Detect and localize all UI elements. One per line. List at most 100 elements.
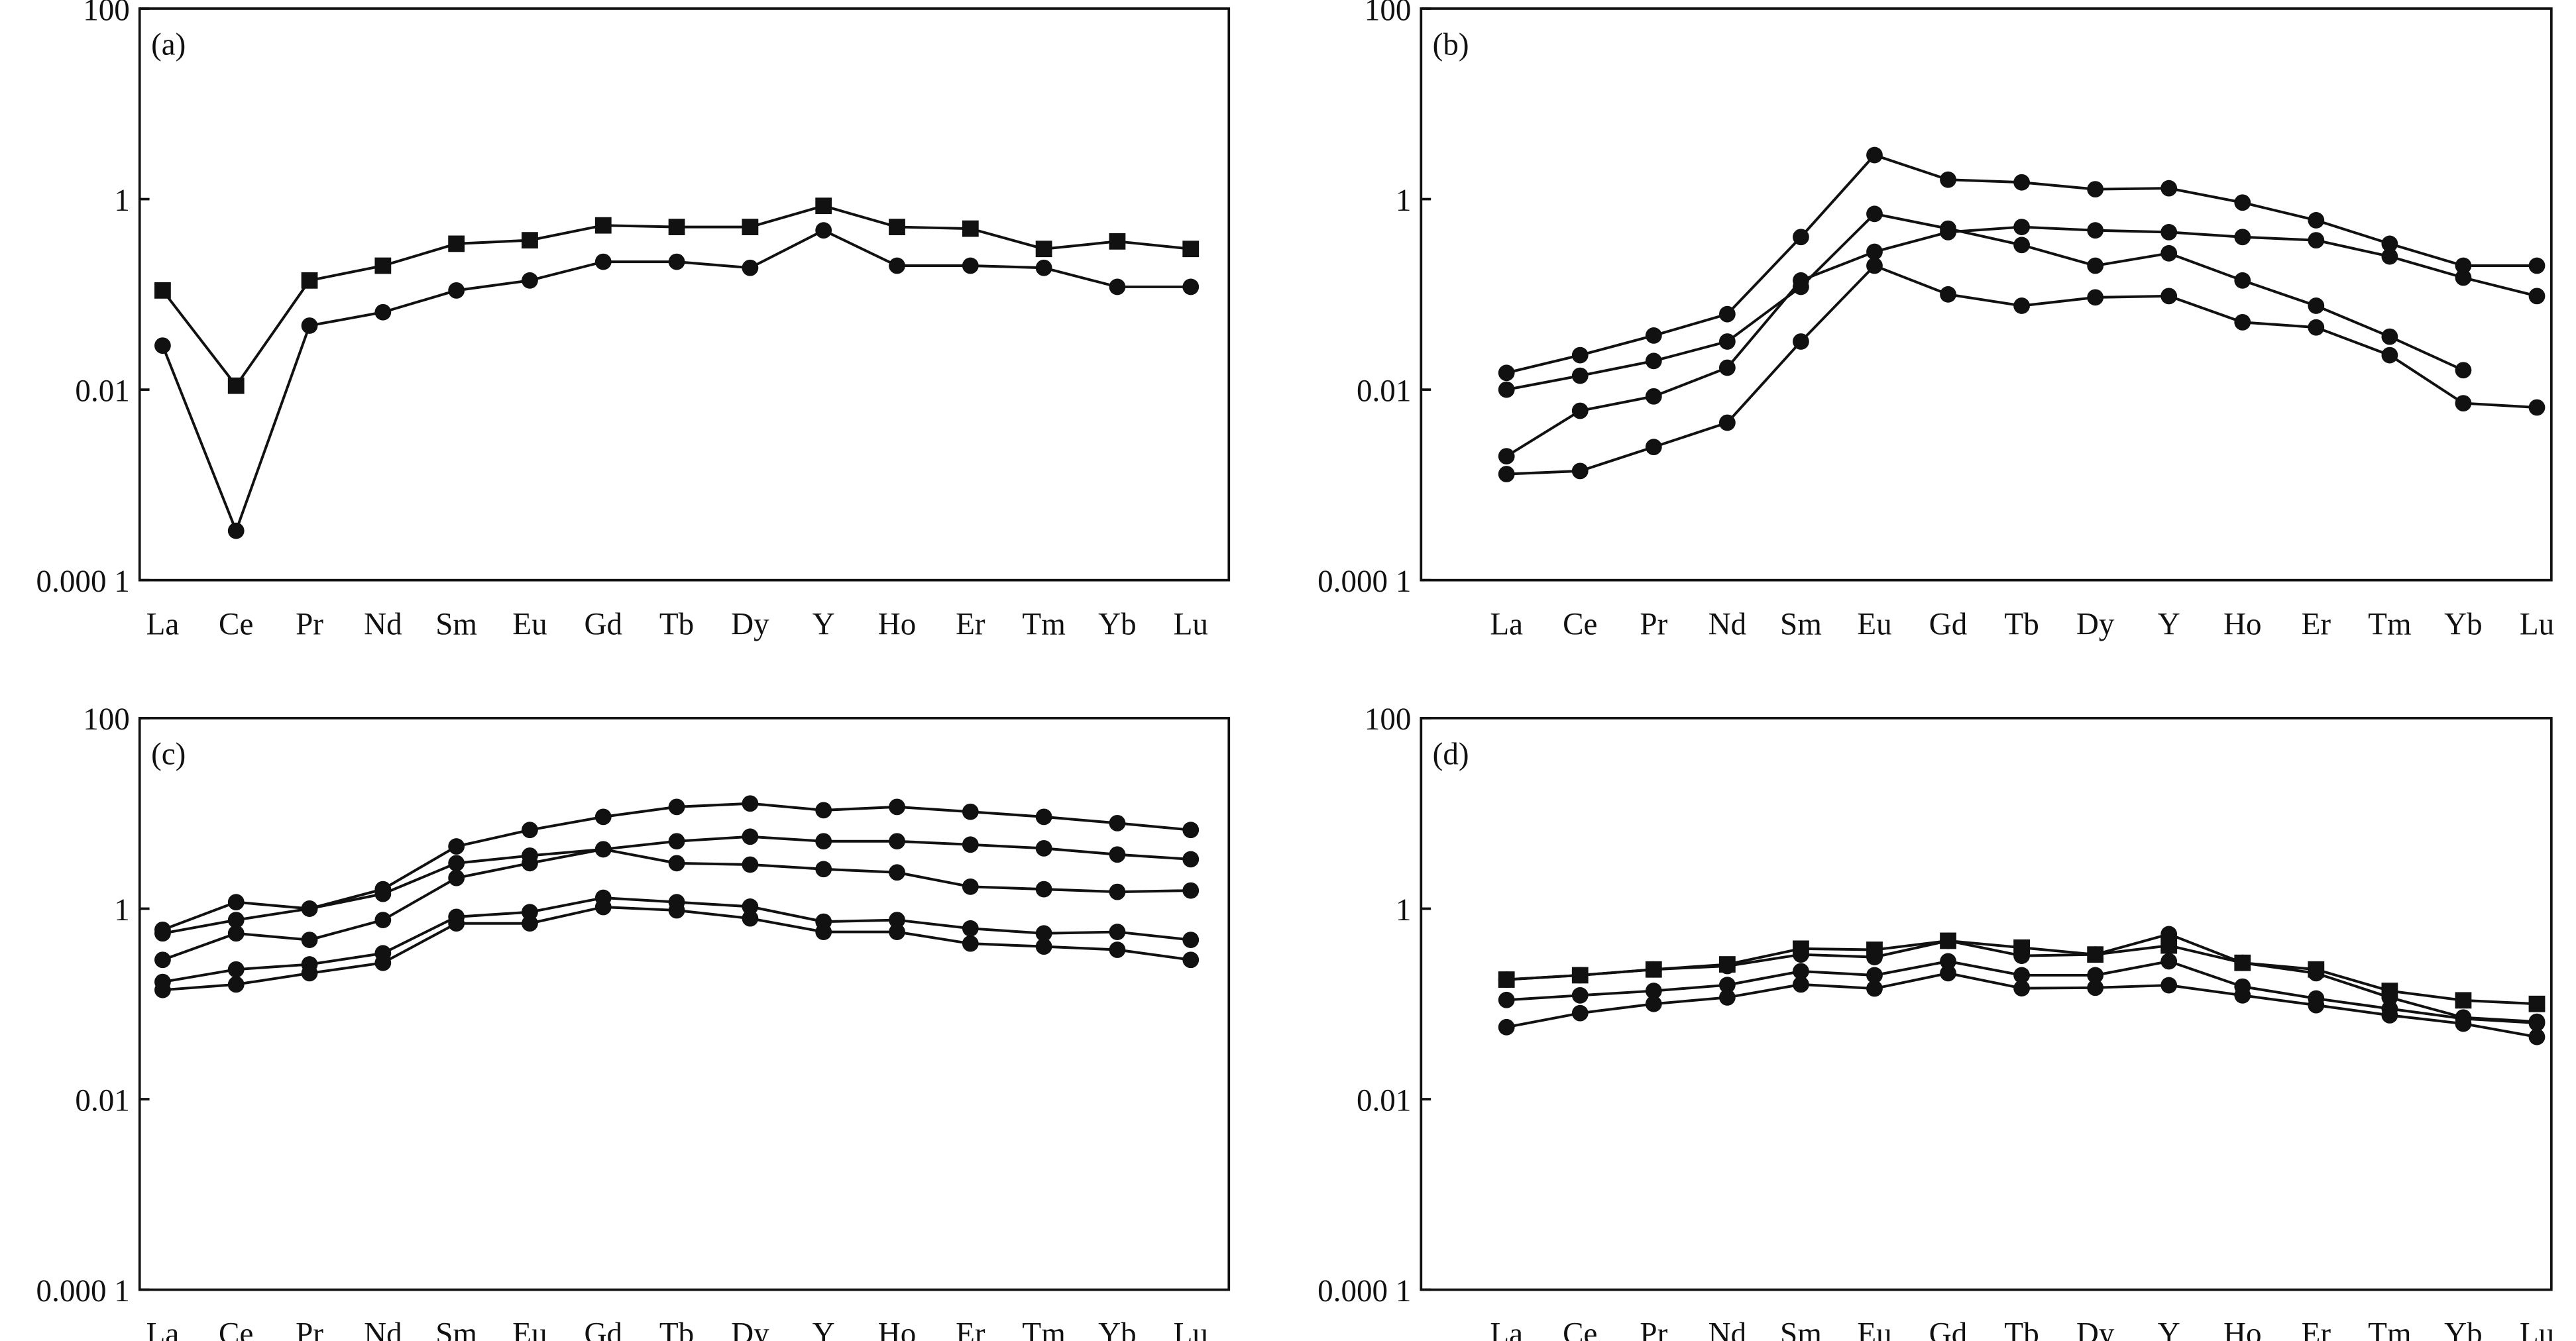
circle-marker: [448, 915, 465, 932]
x-tick-label: Er: [956, 1316, 985, 1341]
x-tick-label: Sm: [435, 1316, 477, 1341]
series-4: [1498, 965, 2546, 1046]
x-tick-label: Tb: [659, 1316, 694, 1341]
x-tick-label: Sm: [1780, 1316, 1822, 1341]
x-tick-label: Sm: [1780, 607, 1822, 641]
circle-marker: [594, 898, 612, 916]
square-marker: [1109, 233, 1126, 250]
circle-marker: [2087, 257, 2104, 274]
circle-marker: [1182, 851, 1200, 868]
circle-marker: [1645, 327, 1662, 344]
circle-marker: [2381, 235, 2398, 252]
circle-marker: [2308, 965, 2325, 982]
circle-marker: [2381, 248, 2398, 265]
circle-marker: [2234, 272, 2251, 289]
circle-marker: [1571, 402, 1589, 419]
circle-marker: [2528, 288, 2546, 305]
x-tick-label: La: [1490, 607, 1523, 641]
circle-marker: [742, 856, 759, 873]
circle-marker: [1109, 814, 1126, 831]
circle-marker: [962, 920, 979, 937]
x-tick-label: Er: [956, 607, 985, 641]
circle-marker: [1718, 414, 1736, 431]
plot-frame: [138, 7, 1231, 582]
x-tick-label: Yb: [2444, 607, 2483, 641]
x-tick-label: Pr: [1640, 607, 1667, 641]
circle-marker: [1793, 272, 1809, 289]
x-tick-label: La: [146, 607, 180, 641]
circle-marker: [668, 902, 685, 919]
x-tick-label: Y: [2158, 1316, 2180, 1341]
circle-marker: [522, 822, 538, 839]
circle-marker: [1571, 347, 1589, 364]
y-tick-label: 100: [1365, 702, 1412, 737]
circle-marker: [1866, 243, 1883, 260]
circle-marker: [301, 965, 318, 982]
circle-marker: [962, 803, 979, 820]
circle-marker: [889, 833, 905, 850]
x-tick-label: Ce: [219, 607, 253, 641]
circle-marker: [154, 337, 171, 354]
plot-frame: [1420, 717, 2553, 1291]
y-tick-label: 1: [1396, 184, 1412, 218]
circle-marker: [2087, 222, 2104, 239]
y-tick-label: 0.01: [1357, 1083, 1411, 1118]
x-tick-label: Er: [2302, 1316, 2331, 1341]
circle-marker: [2013, 967, 2030, 984]
series-line: [1506, 225, 2538, 458]
circle-marker: [742, 828, 759, 845]
circle-marker: [962, 935, 979, 952]
circle-marker: [2160, 224, 2178, 241]
x-tick-label: Lu: [2520, 1316, 2554, 1341]
circle-marker: [2013, 947, 2030, 964]
circle-marker: [1940, 965, 1956, 982]
circle-marker: [2160, 244, 2178, 262]
circle-marker: [1109, 924, 1126, 940]
plot-frame: [1420, 7, 2553, 582]
circle-marker: [522, 272, 538, 289]
x-tick-label: Ce: [219, 1316, 253, 1341]
x-tick-label: Yb: [1098, 1316, 1137, 1341]
x-tick-label: Nd: [364, 1316, 402, 1341]
circle-marker: [2455, 395, 2472, 412]
square-marker: [742, 219, 759, 235]
circle-marker: [1866, 146, 1883, 164]
circle-marker: [668, 253, 685, 270]
circle-marker: [374, 954, 392, 971]
circle-marker: [1645, 439, 1662, 456]
circle-marker: [2160, 180, 2178, 197]
circle-marker: [1793, 229, 1809, 246]
circle-marker: [2160, 926, 2178, 943]
x-tick-label: Er: [2302, 607, 2331, 641]
panel-c: (c) 100 1 0.01 0.000 1 La Ce Pr Nd Sm Eu Gd Tb Dy Y Ho E…: [36, 702, 1231, 1341]
square-marker: [448, 235, 465, 252]
circle-marker: [1182, 882, 1200, 899]
y-tick-label: 0.000 1: [36, 564, 130, 599]
circle-marker: [227, 894, 245, 911]
y-tick-label: 100: [83, 0, 130, 27]
x-tick-label: Tb: [2004, 1316, 2039, 1341]
x-tick-label: Tm: [2368, 1316, 2411, 1341]
circle-marker: [1109, 846, 1126, 863]
circle-marker: [227, 976, 245, 993]
circle-marker: [1571, 1004, 1589, 1022]
y-tick-label: 1: [1396, 893, 1412, 928]
circle-marker: [815, 802, 832, 819]
circle-marker: [1645, 961, 1662, 978]
x-tick-label: Y: [812, 1316, 835, 1341]
circle-marker: [1571, 987, 1589, 1004]
circle-marker: [2160, 977, 2178, 994]
x-tick-label: Tm: [2368, 607, 2411, 641]
circle-marker: [1035, 881, 1052, 898]
circle-marker: [1035, 938, 1052, 955]
x-tick-label: Pr: [296, 1316, 323, 1341]
x-tick-label: Ho: [2223, 1316, 2262, 1341]
circle-marker: [1498, 971, 1515, 988]
circle-marker: [2013, 219, 2030, 235]
series-line: [1506, 264, 2538, 476]
y-tick-label: 0.000 1: [36, 1274, 130, 1309]
circle-marker: [2528, 399, 2546, 416]
circle-marker: [1498, 1018, 1515, 1036]
circle-marker: [1718, 305, 1736, 323]
